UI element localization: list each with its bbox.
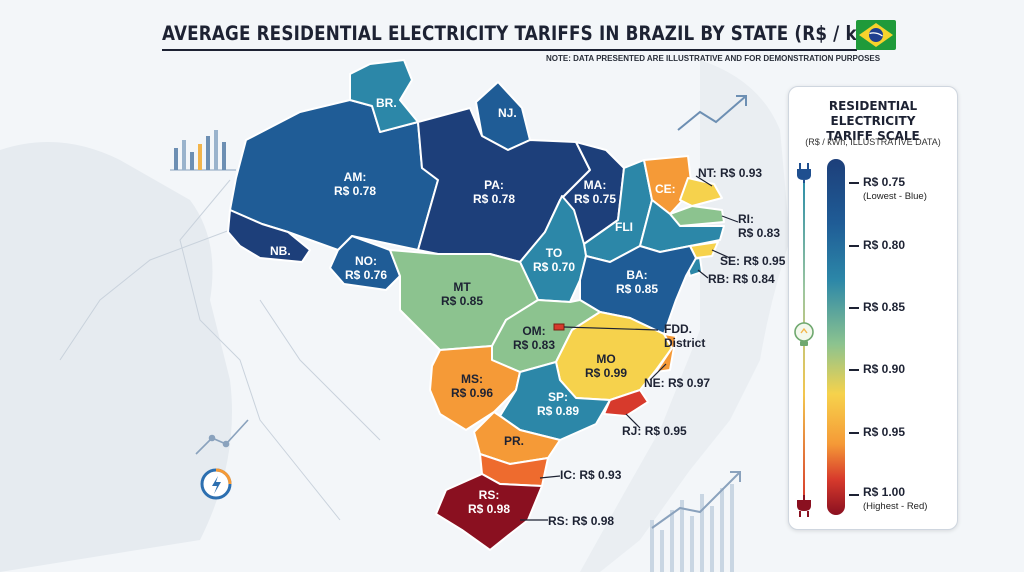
- state-label-no: NO: R$ 0.76: [344, 254, 388, 282]
- state-nb[interactable]: [227, 209, 311, 263]
- title-underline: [162, 49, 857, 51]
- legend-tick: [849, 494, 859, 496]
- growth-chart-icon: [650, 471, 741, 572]
- background-continents: [0, 60, 790, 572]
- state-label-sp: SP: R$ 0.89: [536, 390, 580, 418]
- state-label-ms: MS: R$ 0.96: [450, 372, 494, 400]
- legend-color-bar: [827, 159, 845, 515]
- callout-ic: IC: R$ 0.93: [560, 468, 622, 482]
- legend-tick-label: R$ 0.80: [863, 238, 906, 252]
- state-label-ma: MA: R$ 0.75: [573, 178, 617, 206]
- state-label-am: AM: R$ 0.78: [333, 170, 377, 198]
- state-no[interactable]: [329, 235, 401, 291]
- state-br[interactable]: [349, 59, 419, 133]
- callout-rs: RS: R$ 0.98: [548, 514, 615, 528]
- callout-nt: NT: R$ 0.93: [698, 166, 763, 180]
- disclaimer-note: NOTE: DATA PRESENTED ARE ILLUSTRATIVE AN…: [546, 54, 881, 63]
- line-chart-icon: [195, 419, 249, 455]
- legend-tick-label: R$ 0.95: [863, 425, 906, 439]
- callout-fdd: FDD. District: [664, 322, 706, 350]
- state-ne[interactable]: [655, 333, 677, 373]
- tariff-legend: RESIDENTIAL ELECTRICITY TARIFF SCALE (R$…: [788, 86, 958, 530]
- legend-subtitle: (R$ / kWh, ILLUSTRATIVE DATA): [805, 137, 941, 147]
- state-label-br: BR.: [376, 96, 397, 110]
- state-label-nb: NB.: [270, 244, 291, 258]
- plug-icon-bottom: [797, 495, 811, 517]
- legend-tick: [849, 245, 859, 247]
- state-sp[interactable]: [499, 361, 611, 441]
- state-label-om: OM: R$ 0.83: [512, 324, 556, 352]
- plug-icon: [797, 163, 811, 185]
- callout-rj: RJ: R$ 0.95: [622, 424, 687, 438]
- state-label-pa: PA: R$ 0.78: [472, 178, 516, 206]
- legend-tick: [849, 182, 859, 184]
- legend-tick-label: R$ 0.85: [863, 300, 906, 314]
- callout-rb: RB: R$ 0.84: [708, 272, 775, 286]
- legend-tick-note: (Highest - Red): [863, 501, 928, 512]
- callout-ri: RI: R$ 0.83: [738, 212, 781, 240]
- map-title: AVERAGE RESIDENTIAL ELECTRICITY TARIFFS …: [162, 22, 896, 45]
- state-label-pr: PR.: [504, 434, 525, 448]
- legend-tick: [849, 432, 859, 434]
- callout-lines: [520, 175, 739, 521]
- brazil-flag-icon: [856, 20, 896, 50]
- state-label-rs: RS: R$ 0.98: [467, 488, 511, 516]
- legend-tick: [849, 307, 859, 309]
- legend-tick: [849, 369, 859, 371]
- light-bulb-icon: [794, 322, 814, 346]
- state-label-mt: MT R$ 0.85: [440, 280, 484, 308]
- energy-gauge-icon: [200, 468, 232, 500]
- state-rs[interactable]: [435, 473, 543, 551]
- legend-tick-label: R$ 0.90: [863, 362, 906, 376]
- state-label-to: TO R$ 0.70: [532, 246, 576, 274]
- callout-se: SE: R$ 0.95: [720, 254, 786, 268]
- legend-tick-label: R$ 0.75: [863, 175, 906, 189]
- legend-title: RESIDENTIAL ELECTRICITY TARIFF SCALE: [826, 99, 920, 143]
- state-label-ce: CE:: [655, 182, 676, 196]
- trend-arrow-icon: [677, 95, 747, 131]
- legend-tick-label: R$ 1.00: [863, 485, 906, 499]
- state-to[interactable]: [519, 195, 587, 303]
- state-label-mo: MO R$ 0.99: [584, 352, 628, 380]
- state-label-ba: BA: R$ 0.85: [615, 268, 659, 296]
- state-rj[interactable]: [603, 389, 649, 417]
- state-label-fli: FLI: [615, 220, 633, 234]
- state-label-nj: NJ.: [498, 106, 517, 120]
- background-borders: [59, 179, 381, 521]
- bar-chart-icon: [170, 130, 236, 171]
- legend-tick-note: (Lowest - Blue): [863, 191, 927, 202]
- callout-ne: NE: R$ 0.97: [644, 376, 711, 390]
